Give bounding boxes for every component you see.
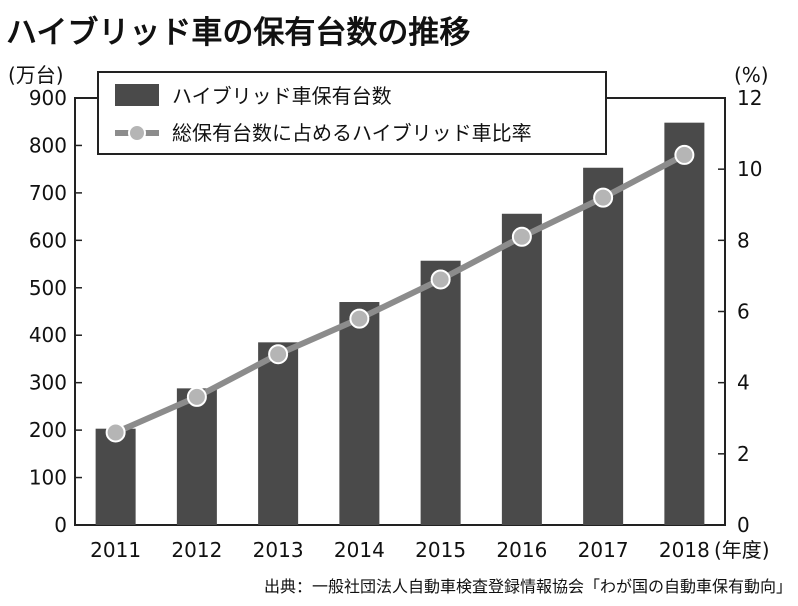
- bar: [583, 167, 624, 525]
- right-axis-unit: (%): [734, 63, 769, 87]
- bar-series: [95, 122, 705, 525]
- left-tick-label: 700: [29, 181, 67, 205]
- ratio-series: [105, 144, 695, 443]
- left-tick-label: 800: [29, 133, 67, 157]
- left-tick-label: 600: [29, 228, 67, 252]
- legend-line-marker: [128, 124, 146, 142]
- ratio-point: [268, 344, 289, 365]
- bar: [258, 342, 299, 525]
- right-tick-label: 10: [737, 157, 762, 181]
- right-axis: 0 2 4 6 8 10 12: [718, 86, 762, 537]
- right-tick-label: 2: [737, 442, 750, 466]
- x-tick-label: 2011: [90, 538, 141, 562]
- right-tick-label: 4: [737, 371, 750, 395]
- left-axis-unit: (万台): [8, 63, 64, 87]
- bar: [95, 428, 136, 525]
- x-tick-label: 2014: [334, 538, 385, 562]
- ratio-point: [593, 187, 614, 208]
- x-tick-label: 2015: [415, 538, 466, 562]
- left-tick-label: 200: [29, 418, 67, 442]
- left-tick-label: 400: [29, 323, 67, 347]
- bar: [420, 260, 461, 525]
- ratio-point: [186, 386, 207, 407]
- legend-bar-swatch: [115, 84, 159, 106]
- right-tick-label: 12: [737, 86, 762, 110]
- chart-title: ハイブリッド車の保有台数の推移: [6, 15, 470, 51]
- ratio-point: [430, 269, 451, 290]
- left-tick-label: 900: [29, 86, 67, 110]
- x-axis: 2011 2012 2013 2014 2015 2016 2017 2018: [90, 538, 710, 562]
- legend-line-label: 総保有台数に占めるハイブリッド車比率: [172, 121, 532, 145]
- legend-bar-label: ハイブリッド車保有台数: [172, 84, 392, 108]
- right-tick-label: 6: [737, 300, 750, 324]
- right-tick-label: 8: [737, 228, 750, 252]
- x-tick-label: 2016: [496, 538, 547, 562]
- x-tick-label: 2013: [253, 538, 304, 562]
- left-tick-label: 0: [54, 513, 67, 537]
- ratio-point: [105, 422, 126, 443]
- left-tick-label: 100: [29, 466, 67, 490]
- right-tick-label: 0: [737, 513, 750, 537]
- left-axis: 0 100 200 300 400 500 600 700 800 900: [29, 86, 82, 537]
- left-tick-label: 500: [29, 276, 67, 300]
- ratio-line: [114, 152, 686, 436]
- ratio-point: [511, 226, 532, 247]
- plot-frame: [74, 97, 726, 526]
- bar: [501, 213, 542, 525]
- bar: [339, 302, 380, 525]
- x-axis-unit: (年度): [714, 538, 770, 562]
- legend-box: [97, 71, 607, 155]
- x-tick-label: 2012: [171, 538, 222, 562]
- left-tick-label: 300: [29, 371, 67, 395]
- bar: [176, 388, 217, 525]
- x-tick-label: 2017: [578, 538, 629, 562]
- source-note: 出典：一般社団法人自動車検査登録情報協会「わが国の自動車保有動向」: [264, 577, 792, 596]
- legend: ハイブリッド車保有台数 総保有台数に占めるハイブリッド車比率: [97, 71, 607, 155]
- x-tick-label: 2018: [659, 538, 710, 562]
- bar: [664, 122, 705, 525]
- ratio-point: [349, 308, 370, 329]
- ratio-point: [674, 144, 695, 165]
